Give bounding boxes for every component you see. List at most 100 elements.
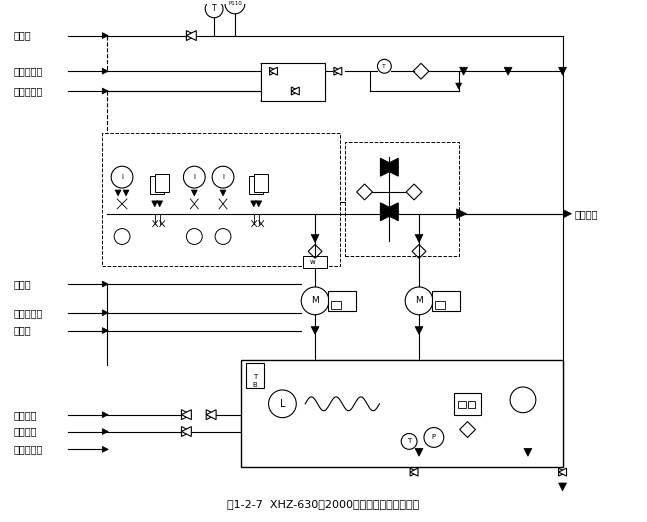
Text: 蒸汽入口: 蒸汽入口	[13, 410, 37, 420]
Text: T: T	[382, 64, 386, 69]
Text: 冷却水出口: 冷却水出口	[13, 86, 43, 96]
Polygon shape	[181, 410, 192, 420]
Polygon shape	[256, 201, 261, 207]
Text: M: M	[415, 296, 423, 305]
Polygon shape	[157, 201, 162, 207]
Polygon shape	[380, 203, 399, 221]
Polygon shape	[410, 468, 418, 476]
Polygon shape	[291, 87, 300, 95]
Polygon shape	[102, 412, 108, 418]
Bar	[155, 174, 169, 192]
Bar	[331, 301, 341, 309]
Circle shape	[184, 166, 205, 188]
Circle shape	[302, 287, 329, 315]
Polygon shape	[102, 68, 108, 74]
Circle shape	[510, 387, 536, 413]
Polygon shape	[558, 483, 567, 491]
Circle shape	[401, 433, 417, 449]
Polygon shape	[115, 190, 121, 196]
Bar	[328, 291, 356, 311]
Bar	[102, 133, 340, 266]
Text: 回油口: 回油口	[13, 326, 31, 336]
Text: 蒸汽出口: 蒸汽出口	[13, 426, 37, 436]
Text: 净油机入口: 净油机入口	[13, 308, 43, 318]
Circle shape	[405, 287, 433, 315]
Polygon shape	[311, 234, 319, 242]
Bar	[457, 401, 466, 408]
Text: P: P	[432, 434, 436, 441]
Polygon shape	[102, 281, 108, 287]
Polygon shape	[102, 328, 108, 334]
Text: 排污油口: 排污油口	[575, 209, 598, 219]
Text: T: T	[212, 4, 217, 14]
Polygon shape	[459, 67, 468, 75]
Circle shape	[424, 428, 444, 447]
Bar	[454, 393, 481, 414]
Circle shape	[186, 229, 203, 244]
Bar	[432, 291, 459, 311]
Text: I: I	[222, 174, 224, 180]
Polygon shape	[558, 468, 567, 476]
Circle shape	[377, 60, 391, 73]
Text: 图1-2-7  XHZ-630～2000型稀油润滑装置原理图: 图1-2-7 XHZ-630～2000型稀油润滑装置原理图	[227, 499, 419, 509]
Polygon shape	[206, 410, 216, 420]
Polygon shape	[504, 67, 512, 75]
Polygon shape	[410, 468, 418, 476]
Circle shape	[114, 229, 130, 244]
Text: L: L	[280, 399, 285, 409]
Polygon shape	[102, 446, 108, 452]
Polygon shape	[123, 190, 129, 196]
Polygon shape	[558, 67, 567, 75]
Polygon shape	[415, 448, 423, 456]
Polygon shape	[192, 190, 197, 196]
Text: 供油口: 供油口	[13, 31, 31, 41]
Polygon shape	[102, 429, 108, 434]
Text: P110: P110	[228, 2, 242, 6]
Polygon shape	[181, 426, 192, 436]
Polygon shape	[558, 468, 567, 476]
Polygon shape	[311, 327, 319, 335]
Polygon shape	[457, 209, 466, 219]
Bar	[254, 174, 268, 192]
Bar	[303, 256, 327, 268]
Polygon shape	[206, 410, 216, 420]
Polygon shape	[455, 83, 461, 89]
Polygon shape	[380, 203, 399, 221]
Polygon shape	[181, 410, 192, 420]
Text: 冷却水入口: 冷却水入口	[13, 66, 43, 76]
Bar	[261, 63, 325, 101]
Text: I: I	[193, 174, 195, 180]
Polygon shape	[334, 67, 342, 75]
Circle shape	[111, 166, 133, 188]
Text: 净油机出口: 净油机出口	[13, 444, 43, 454]
Polygon shape	[564, 210, 571, 218]
Text: T: T	[252, 374, 257, 380]
Polygon shape	[102, 88, 108, 94]
Polygon shape	[380, 158, 399, 176]
Text: w: w	[309, 259, 315, 265]
Polygon shape	[220, 190, 226, 196]
Polygon shape	[415, 327, 423, 335]
Circle shape	[212, 166, 234, 188]
Polygon shape	[186, 31, 196, 41]
Polygon shape	[102, 32, 108, 39]
Polygon shape	[251, 201, 257, 207]
Polygon shape	[270, 67, 278, 75]
Polygon shape	[181, 426, 192, 436]
Text: I: I	[121, 174, 123, 180]
Text: 补油口: 补油口	[13, 279, 31, 289]
Circle shape	[205, 0, 223, 18]
Circle shape	[225, 0, 245, 14]
Circle shape	[215, 229, 231, 244]
Bar	[345, 143, 459, 256]
Bar	[435, 301, 444, 309]
Polygon shape	[415, 234, 423, 242]
Polygon shape	[291, 87, 300, 95]
Bar	[246, 363, 263, 388]
Bar	[149, 176, 164, 194]
Polygon shape	[380, 158, 399, 176]
Bar	[241, 360, 562, 467]
Text: M: M	[311, 296, 319, 305]
Bar	[248, 176, 263, 194]
Polygon shape	[186, 31, 196, 41]
